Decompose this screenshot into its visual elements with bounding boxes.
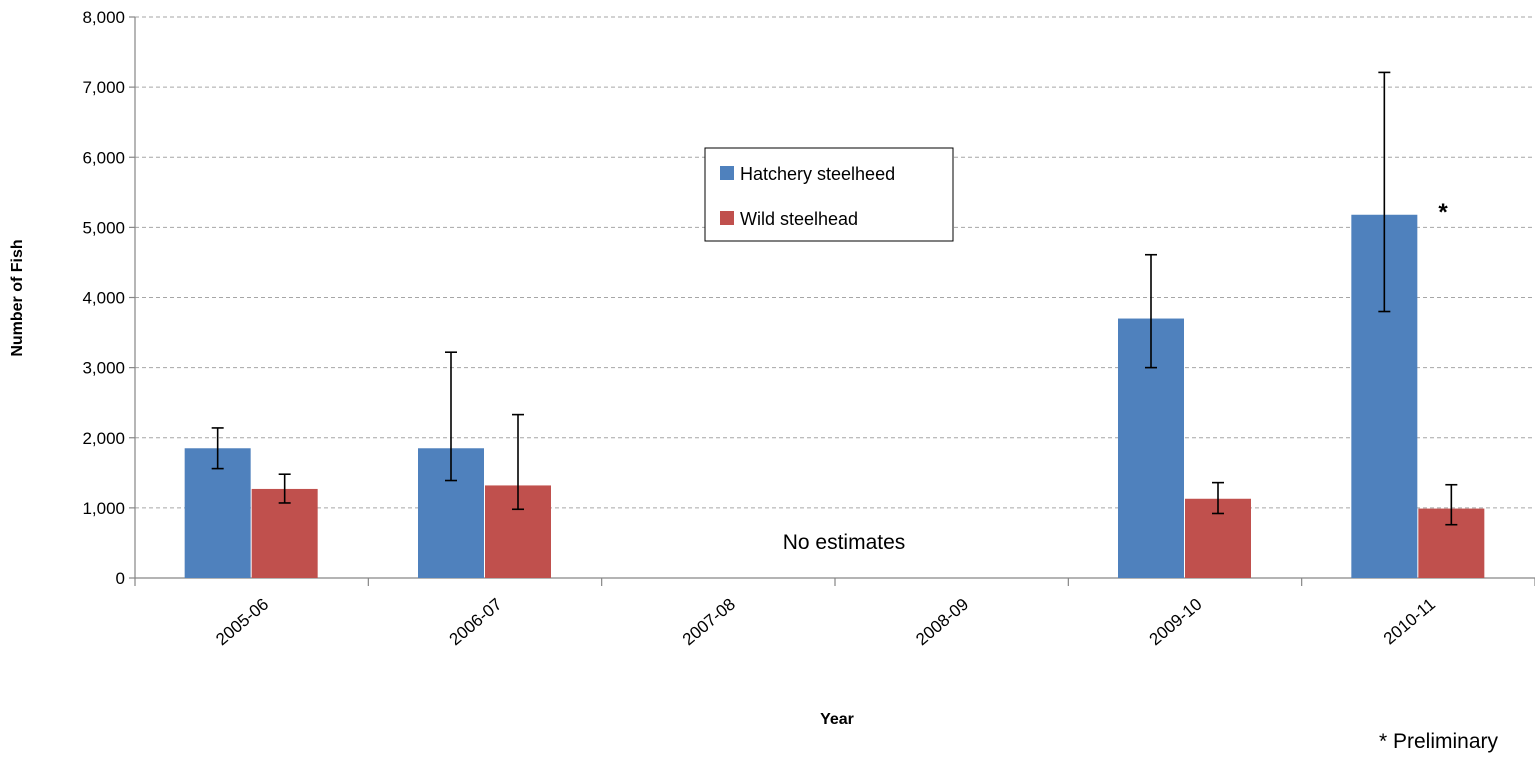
y-tick-label: 3,000 [82,359,125,378]
y-axis-title: Number of Fish [9,239,26,356]
preliminary-marker: * [1438,199,1448,226]
legend-swatch-wild [720,211,734,225]
x-tick-label: 2008-09 [912,595,972,650]
x-tick-label: 2009-10 [1146,595,1206,650]
x-ticks: 2005-06 2006-07 2007-08 2008-09 2009-10 2010-… [134,578,1535,650]
no-estimates-annotation: No estimates [783,531,906,554]
gridlines [135,16,1535,509]
error-bars [211,71,1458,526]
x-tick-label: 2006-07 [446,595,506,650]
x-tick-label: 2010-11 [1380,595,1439,649]
bar [184,448,251,578]
x-axis-title: Year [820,711,854,728]
x-tick-label: 2007-08 [679,595,739,650]
bars [184,214,1485,578]
legend-box [704,147,954,242]
y-tick-label: 4,000 [82,289,125,308]
legend: Hatchery steelheed Wild steelhead [704,147,954,242]
y-tick-label: 1,000 [82,499,125,518]
y-tick-label: 2,000 [82,429,125,448]
bar [251,488,318,578]
x-tick-label: 2005-06 [212,595,272,650]
preliminary-note: * Preliminary [1379,730,1499,753]
y-tick-label: 6,000 [82,148,125,167]
y-tick-label: 5,000 [82,218,125,237]
y-tick-label: 8,000 [82,8,125,27]
legend-label-wild: Wild steelhead [740,209,858,229]
legend-label-hatchery: Hatchery steelheed [740,164,895,184]
y-tick-label: 7,000 [82,78,125,97]
legend-swatch-hatchery [720,166,734,180]
y-ticks: 0 1,000 2,000 3,000 4,000 5,000 6,000 7,000 8,00… [82,8,135,588]
y-tick-label: 0 [116,569,125,588]
